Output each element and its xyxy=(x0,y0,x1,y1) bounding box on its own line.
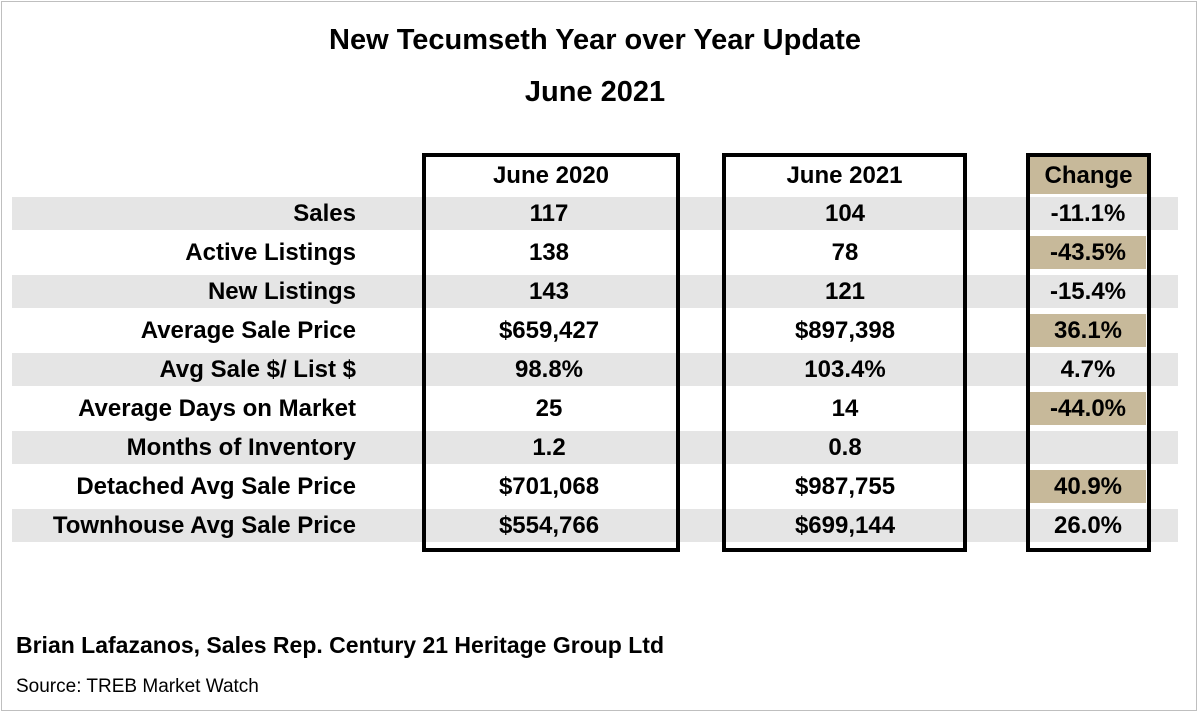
table-row xyxy=(12,431,1178,464)
row-label: Active Listings xyxy=(185,239,356,266)
row-label: Avg Sale $/ List $ xyxy=(159,356,356,383)
table-row xyxy=(12,197,1178,230)
header-june-2020: June 2020 xyxy=(492,162,610,189)
june-2021-value: 0.8 xyxy=(828,434,862,461)
row-label: Average Sale Price xyxy=(140,317,356,344)
source-line: Source: TREB Market Watch xyxy=(16,676,259,697)
change-column-frame xyxy=(1026,153,1151,552)
change-value: 36.1% xyxy=(1030,314,1146,347)
table-row xyxy=(12,275,1178,308)
june-2020-value: $659,427 xyxy=(498,317,600,344)
row-label: Detached Avg Sale Price xyxy=(76,473,356,500)
june-2020-value: $701,068 xyxy=(498,473,600,500)
june-2021-value: 103.4% xyxy=(804,356,886,383)
change-value: 40.9% xyxy=(1030,470,1146,503)
change-value: -44.0% xyxy=(1030,392,1146,425)
header-change: Change xyxy=(1030,157,1147,194)
chart-subtitle: June 2021 xyxy=(524,76,666,108)
june-2021-value: 121 xyxy=(824,278,866,305)
june-2021-value: 14 xyxy=(831,395,859,422)
table-row xyxy=(12,509,1178,542)
change-value: 4.7% xyxy=(1060,356,1116,383)
june-2020-value: 117 xyxy=(529,200,569,227)
june-2020-value: $554,766 xyxy=(498,512,600,539)
change-value: -43.5% xyxy=(1030,236,1146,269)
credit-line: Brian Lafazanos, Sales Rep. Century 21 H… xyxy=(16,632,664,658)
june-2021-column-frame xyxy=(722,153,967,552)
change-value: -11.1% xyxy=(1050,200,1126,227)
change-value: 26.0% xyxy=(1053,512,1123,539)
table-row xyxy=(12,353,1178,386)
june-2021-value: $699,144 xyxy=(794,512,896,539)
june-2021-value: 104 xyxy=(824,200,866,227)
june-2021-value: 78 xyxy=(831,239,859,266)
june-2021-value: $987,755 xyxy=(794,473,896,500)
change-value: -15.4% xyxy=(1049,278,1127,305)
june-2020-value: 143 xyxy=(528,278,570,305)
header-june-2021: June 2021 xyxy=(786,162,903,189)
row-label: Sales xyxy=(293,200,356,227)
june-2020-value: 25 xyxy=(535,395,563,422)
june-2021-value: $897,398 xyxy=(794,317,896,344)
row-label: Average Days on Market xyxy=(78,395,356,422)
chart-title: New Tecumseth Year over Year Update xyxy=(329,24,861,56)
row-label: Months of Inventory xyxy=(126,434,356,461)
row-label: New Listings xyxy=(207,278,356,305)
june-2020-value: 1.2 xyxy=(532,434,566,461)
june-2020-column-frame xyxy=(422,153,680,552)
june-2020-value: 98.8% xyxy=(514,356,584,383)
june-2020-value: 138 xyxy=(528,239,570,266)
row-label: Townhouse Avg Sale Price xyxy=(52,512,356,539)
